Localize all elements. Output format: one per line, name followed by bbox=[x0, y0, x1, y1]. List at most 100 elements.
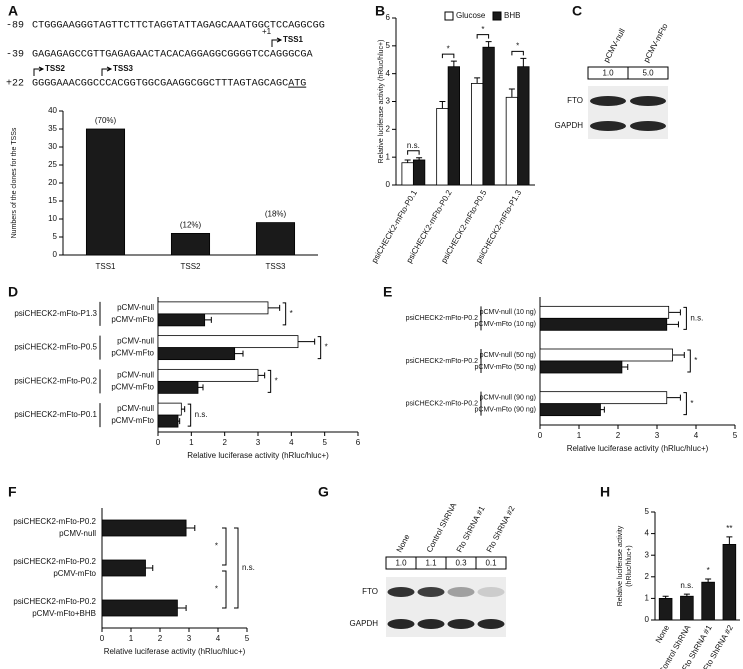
panel-letter: A bbox=[8, 3, 18, 19]
bar bbox=[471, 83, 484, 186]
x-tick-label: 4 bbox=[694, 431, 699, 440]
significance-bracket bbox=[683, 306, 687, 330]
error-bar bbox=[198, 384, 204, 391]
bar bbox=[539, 305, 670, 319]
bar bbox=[101, 599, 178, 617]
error-bar bbox=[508, 88, 515, 98]
y-tick-label: 2 bbox=[645, 572, 650, 581]
panel-letter: G bbox=[318, 484, 329, 500]
error-bar bbox=[178, 418, 181, 425]
bar bbox=[447, 66, 460, 186]
bar bbox=[157, 402, 182, 416]
annotation: * bbox=[707, 566, 710, 575]
y-tick-label: 4 bbox=[386, 69, 391, 78]
bar bbox=[505, 96, 519, 186]
x-tick-label: TSS3 bbox=[265, 262, 286, 271]
y-tick-label: 1 bbox=[386, 152, 391, 161]
panel-letter: D bbox=[8, 284, 18, 300]
blot-band bbox=[590, 96, 626, 106]
y-tick-label: 6 bbox=[386, 13, 391, 22]
y-tick-label: 20 bbox=[48, 178, 57, 187]
ratio-label: 1.1 bbox=[425, 559, 437, 568]
bar bbox=[170, 232, 211, 256]
error-bar bbox=[726, 536, 733, 545]
row-label: pCMV-null (50 ng) bbox=[480, 352, 536, 359]
significance-bracket bbox=[441, 53, 455, 59]
row-label: pCMV-mFto bbox=[111, 416, 154, 425]
error-bar bbox=[450, 60, 457, 67]
significance-label: * bbox=[290, 309, 293, 318]
significance-label: * bbox=[215, 542, 218, 551]
tss-position: +1 bbox=[262, 27, 272, 36]
tss-label: TSS1 bbox=[283, 35, 304, 44]
sequence-position: +22 bbox=[6, 79, 24, 90]
sequence-position: -39 bbox=[6, 50, 24, 61]
significance-bracket bbox=[222, 527, 227, 566]
x-tick-label: 1 bbox=[577, 431, 582, 440]
bar bbox=[401, 162, 414, 186]
bar bbox=[680, 595, 694, 621]
bar bbox=[157, 335, 299, 349]
error-bar bbox=[520, 57, 527, 67]
blot-band bbox=[630, 96, 666, 106]
row-label: pCMV-mFto bbox=[111, 349, 154, 358]
error-bar bbox=[672, 352, 685, 358]
ratio-label: 1.0 bbox=[602, 69, 614, 78]
significance-label: * bbox=[447, 44, 450, 53]
row-label: pCMV-null bbox=[117, 404, 154, 413]
x-tick-label: 3 bbox=[655, 431, 660, 440]
x-tick-label: 1 bbox=[129, 634, 134, 643]
panel-letter: E bbox=[383, 284, 392, 300]
significance-label: n.s. bbox=[242, 563, 255, 572]
x-tick-label: 3 bbox=[256, 438, 261, 447]
y-tick-label: 0 bbox=[386, 180, 391, 189]
bar bbox=[539, 391, 668, 405]
bar bbox=[539, 348, 674, 362]
significance-label: * bbox=[325, 343, 328, 352]
bar bbox=[157, 414, 179, 428]
bar bbox=[101, 559, 146, 577]
ratio-label: 0.1 bbox=[485, 559, 497, 568]
y-axis-label: (hRluc/hluc+) bbox=[626, 545, 633, 586]
bar bbox=[701, 581, 715, 621]
y-tick-label: 3 bbox=[386, 97, 391, 106]
significance-bracket bbox=[476, 34, 490, 39]
blot-band bbox=[417, 587, 445, 597]
bar bbox=[539, 317, 668, 331]
significance-label: * bbox=[481, 25, 484, 34]
group-label: psiCHECK2-mFto-P0.5 bbox=[14, 343, 97, 352]
y-tick-label: 0 bbox=[645, 615, 650, 624]
row-label: pCMV-null (10 ng) bbox=[480, 309, 536, 316]
row-label: GAPDH bbox=[555, 121, 584, 130]
bar bbox=[157, 313, 206, 327]
row-label: pCMV-null bbox=[117, 370, 154, 379]
row-label: pCMV-mFto bbox=[111, 315, 154, 324]
annotation: (12%) bbox=[180, 221, 202, 230]
blot-band bbox=[387, 619, 415, 629]
legend-swatch bbox=[444, 11, 454, 21]
significance-label: n.s. bbox=[690, 313, 703, 322]
significance-bracket bbox=[267, 369, 272, 393]
category-label: pCMV-mFto bbox=[53, 569, 96, 578]
x-tick-label: 5 bbox=[245, 634, 250, 643]
bar bbox=[157, 301, 269, 315]
row-label: pCMV-null bbox=[117, 337, 154, 346]
error-bar bbox=[145, 565, 154, 571]
row-label: FTO bbox=[362, 587, 378, 596]
group-label: psiCHECK2-mFto-P0.2 bbox=[14, 376, 97, 385]
bar bbox=[722, 544, 737, 621]
row-label: pCMV-mFto (90 ng) bbox=[475, 407, 536, 414]
significance-label: * bbox=[516, 41, 519, 50]
blot-band bbox=[630, 121, 666, 131]
row-label: GAPDH bbox=[350, 619, 379, 628]
y-tick-label: 10 bbox=[48, 214, 57, 223]
error-bar bbox=[234, 350, 244, 357]
y-tick-label: 35 bbox=[48, 124, 57, 133]
error-bar bbox=[404, 159, 411, 163]
y-tick-label: 1 bbox=[645, 594, 650, 603]
error-bar bbox=[705, 578, 712, 583]
x-tick-label: TSS2 bbox=[180, 262, 201, 271]
bar bbox=[101, 519, 187, 537]
annotation: n.s. bbox=[680, 581, 693, 590]
